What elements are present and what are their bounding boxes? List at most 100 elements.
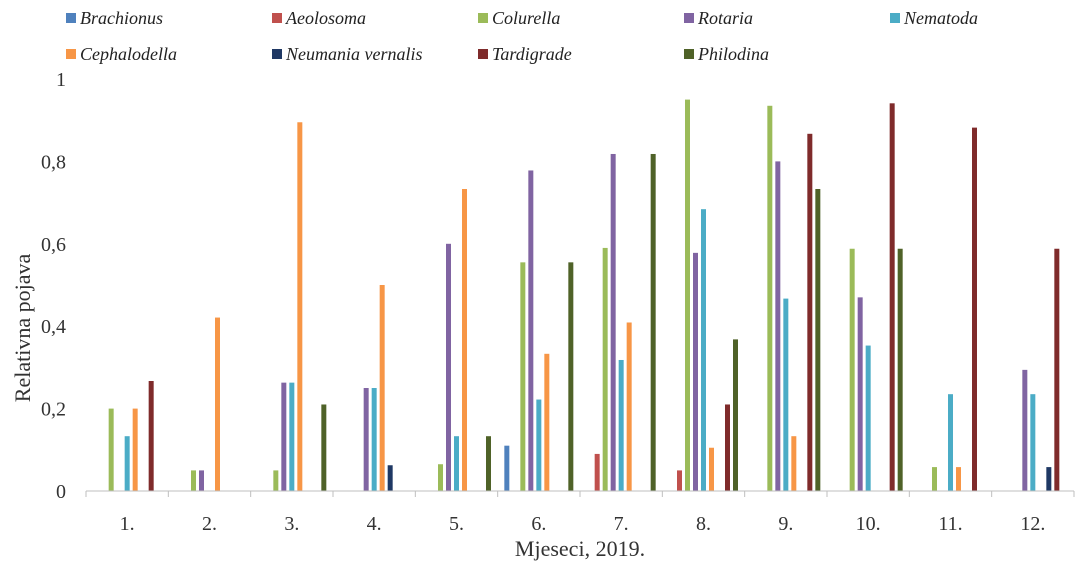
y-tick-label: 0,4: [41, 316, 66, 338]
legend-swatch: [684, 13, 694, 23]
bar: [709, 447, 714, 491]
bar: [775, 161, 781, 491]
bar: [486, 436, 491, 491]
bar: [865, 345, 871, 491]
x-tick-label: 4.: [367, 513, 382, 535]
bar: [528, 170, 534, 491]
bar: [693, 252, 698, 491]
bar: [956, 467, 961, 491]
bars: [108, 99, 1060, 492]
bar: [371, 388, 377, 491]
bar: [791, 436, 797, 491]
x-tick-label: 7.: [614, 513, 629, 535]
bar: [520, 262, 526, 491]
bar: [1054, 248, 1060, 491]
legend-label: Colurella: [492, 8, 560, 28]
bar: [321, 404, 327, 491]
bar: [626, 322, 632, 491]
bar: [1046, 467, 1052, 491]
bar: [536, 399, 542, 491]
bar: [783, 298, 789, 491]
bar: [462, 189, 467, 491]
y-tick-label: 0,8: [41, 151, 66, 173]
x-tick-label: 3.: [284, 513, 299, 535]
bar: [446, 243, 451, 491]
x-tick-label: 2.: [202, 513, 217, 535]
bar: [849, 248, 855, 491]
y-tick-label: 0,2: [41, 399, 66, 421]
x-tick-label: 11.: [938, 513, 962, 535]
legend-label: Brachionus: [80, 8, 163, 28]
y-tick-label: 0,6: [41, 234, 66, 256]
bar: [618, 359, 624, 491]
y-axis-title: Relativna pojava: [10, 254, 35, 403]
bar: [602, 247, 608, 491]
bar: [1030, 394, 1036, 491]
bar: [733, 339, 738, 491]
legend-label: Cephalodella: [80, 44, 177, 64]
bar: [725, 404, 730, 491]
legend-swatch: [478, 13, 488, 23]
bar: [124, 436, 130, 491]
bar: [148, 381, 154, 491]
bar: [807, 133, 813, 492]
bar: [281, 382, 287, 491]
legend-swatch: [66, 49, 76, 59]
bar: [108, 408, 114, 491]
bar: [897, 248, 903, 491]
x-tick-label: 9.: [778, 513, 793, 535]
legend-swatch: [890, 13, 900, 23]
legend-swatch: [272, 49, 282, 59]
bar: [379, 285, 385, 491]
bar: [650, 153, 656, 492]
bar: [568, 262, 574, 491]
legend-label: Nematoda: [903, 8, 978, 28]
bar: [438, 464, 443, 491]
bar: [594, 453, 600, 491]
x-axis: 1. 2. 3. 4. 5. 6. 7. 8. 9. 10. 11. 12.: [85, 491, 1075, 535]
bar: [215, 317, 220, 491]
bar: [297, 122, 303, 491]
bar: [948, 394, 953, 491]
legend-label: Aeolosoma: [285, 8, 366, 28]
x-tick-label: 6.: [531, 513, 546, 535]
legend-label: Tardigrade: [492, 44, 572, 64]
x-tick-label: 5.: [449, 513, 464, 535]
bar: [132, 408, 138, 491]
y-tick-label: 1: [56, 69, 66, 91]
bar: [191, 470, 196, 491]
legend-label: Philodina: [697, 44, 769, 64]
bar: [289, 382, 295, 491]
legend-label: Neumania vernalis: [285, 44, 423, 64]
bar: [387, 465, 393, 491]
x-tick-label: 8.: [696, 513, 711, 535]
legend-swatch: [478, 49, 488, 59]
bar: [504, 445, 510, 491]
legend-swatch: [272, 13, 282, 23]
bar: [363, 388, 369, 491]
legend-label: Rotaria: [697, 8, 753, 28]
legend-swatch: [66, 13, 76, 23]
bar: [544, 353, 550, 491]
bar: [677, 470, 682, 491]
x-tick-label: 10.: [856, 513, 881, 535]
bar: [767, 105, 773, 491]
x-tick-label: 12.: [1020, 513, 1045, 535]
bar: [610, 153, 616, 492]
bar: [454, 436, 459, 491]
bar: [932, 467, 937, 491]
bar: [199, 470, 204, 491]
legend: Brachionus Aeolosoma Colurella Rotaria Nemat…: [66, 8, 978, 64]
y-axis: 0 0,2 0,4 0,6 0,8 1: [41, 69, 66, 503]
x-tick-label: 1.: [120, 513, 135, 535]
bar: [1022, 369, 1028, 491]
bar: [685, 99, 690, 491]
x-axis-title: Mjeseci, 2019.: [515, 536, 645, 561]
bar: [273, 470, 279, 491]
bar: [972, 127, 977, 492]
bar: [701, 209, 706, 491]
bar: [889, 103, 895, 491]
y-tick-label: 0: [56, 481, 66, 503]
legend-swatch: [684, 49, 694, 59]
